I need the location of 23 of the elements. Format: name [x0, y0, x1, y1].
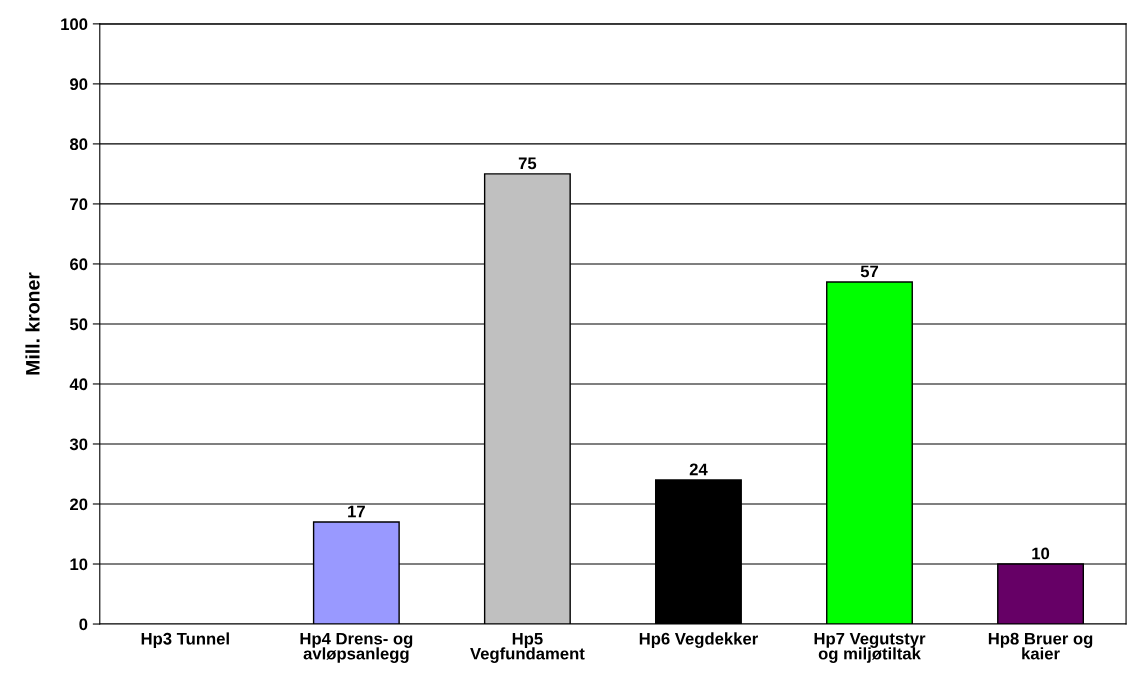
data-label: 24 [689, 463, 708, 476]
data-label: 75 [518, 157, 537, 170]
y-tick-label: 50 [69, 318, 88, 331]
y-tick-label: 70 [70, 198, 88, 211]
y-tick-label: 0 [79, 618, 88, 631]
x-tick-label: Hp5 Vegfundament [470, 632, 585, 663]
data-label: 57 [860, 265, 879, 278]
x-tick-label: Hp6 Vegdekker [639, 632, 758, 648]
x-tick-label: Hp7 Vegutstyr og miljøtiltak [814, 632, 926, 663]
y-tick-label: 20 [70, 498, 88, 511]
y-tick-label: 90 [70, 78, 88, 91]
data-label: 10 [1032, 547, 1050, 560]
y-tick-label: 10 [70, 558, 88, 571]
y-tick-label: 80 [69, 138, 88, 151]
y-tick-label: 60 [70, 258, 88, 271]
data-label: 17 [348, 505, 365, 518]
y-tick-label: 100 [61, 18, 88, 31]
y-tick-label: 30 [69, 438, 88, 451]
y-tick-label: 40 [69, 378, 88, 391]
x-tick-label: Hp8 Bruer og kaier [988, 632, 1093, 660]
y-axis-title: Mill. kroner [25, 272, 40, 375]
x-tick-label: Hp3 Tunnel [141, 632, 229, 648]
x-tick-label: Hp4 Drens- og avløpsanlegg [300, 632, 413, 663]
